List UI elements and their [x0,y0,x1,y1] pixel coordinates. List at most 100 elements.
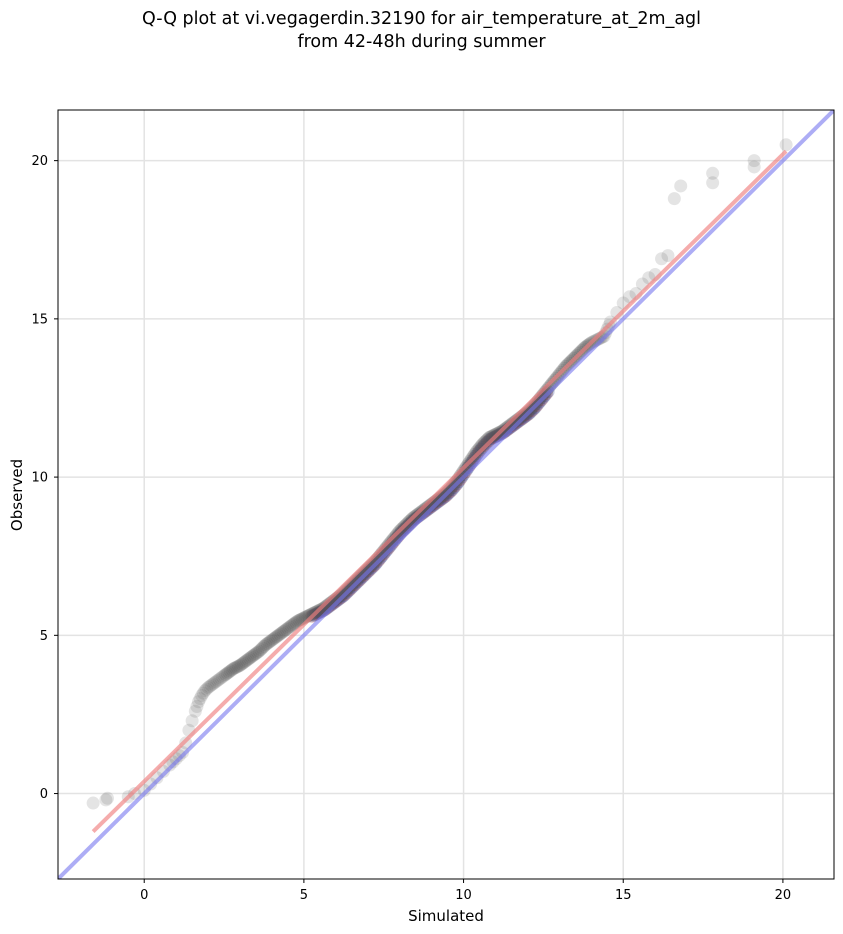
fit-line [91,149,788,833]
x-tick-label: 10 [455,888,472,903]
qq-point [249,647,263,661]
qq-point [278,624,292,638]
qq-point [284,619,298,633]
qq-point [667,192,681,206]
qq-point [225,663,239,677]
qq-point [255,641,269,655]
qq-point [259,638,273,652]
qq-point [273,627,287,641]
identity-line [58,110,834,879]
qq-point [212,672,226,686]
y-tick-label: 15 [31,312,48,327]
plot-frame [57,109,835,880]
qq-point [100,791,114,805]
y-tick-label: 0 [40,787,48,802]
qq-point [487,428,501,442]
qq-point [233,658,247,672]
qq-point [286,618,300,632]
qq-point [674,179,688,193]
qq-point [279,622,293,636]
qq-point [706,166,720,180]
qq-point [469,445,483,459]
grid-layer [58,110,834,879]
qq-point [267,632,281,646]
qq-point [223,664,237,678]
qq-point [188,704,202,718]
qq-point [246,649,260,663]
qq-point [263,634,277,648]
qq-point [203,679,217,693]
qq-point [219,667,233,681]
qq-point [281,621,295,635]
qq-point [204,678,218,692]
qq-point [230,660,244,674]
qq-point [190,700,204,714]
x-tick-label: 0 [140,888,148,903]
qq-point [196,686,210,700]
qq-point [192,695,206,709]
qq-point [244,650,258,664]
qq-point [243,651,257,665]
qq-point [198,684,212,698]
x-tick-label: 20 [775,888,792,903]
qq-point [238,655,252,669]
qq-point [276,625,290,639]
qq-point [275,626,289,640]
qq-point [214,671,228,685]
qq-point [239,654,253,668]
qq-point [195,688,209,702]
qq-point [254,643,268,657]
qq-point [209,675,223,689]
qq-point [779,138,793,152]
qq-point [271,628,285,642]
qq-point [220,666,234,680]
data-layer [58,110,834,879]
y-tick-label: 10 [31,471,48,486]
qq-point [252,644,266,658]
qq-point [206,677,220,691]
qq-point [235,657,249,671]
qq-point [247,648,261,662]
qq-point [241,652,255,666]
qq-point [661,249,675,263]
qq-point [747,160,761,174]
qq-point [747,154,761,168]
y-tick-label: 5 [40,629,48,644]
qq-point [228,661,242,675]
x-tick-label: 15 [615,888,632,903]
qq-point [289,615,303,629]
qq-point [262,635,276,649]
qq-point [215,670,229,684]
qq-point [217,669,231,683]
qq-point [99,793,113,807]
qq-point [211,673,225,687]
qq-point [185,714,199,728]
y-tick-label: 20 [31,154,48,169]
qq-point [227,662,241,676]
qq-point [199,682,213,696]
qq-point [251,645,265,659]
qq-point [260,637,274,651]
qq-point [193,692,207,706]
qq-point [303,608,317,622]
qq-point [287,616,301,630]
qq-point [270,630,284,644]
x-axis-label: Simulated [408,907,484,925]
qq-point [201,681,215,695]
qq-point [231,659,245,673]
qq-point [268,631,282,645]
qq-point [291,614,305,628]
tick-layer: 0 5 10 15 20 0 5 10 15 20 [31,154,791,903]
chart-title: Q-Q plot at vi.vegagerdin.32190 for air_… [141,9,702,52]
qq-point [86,796,100,810]
qq-point [257,639,271,653]
y-axis-label: Observed [8,459,26,531]
qq-point [222,665,236,679]
qq-point [706,176,720,190]
qq-point [236,656,250,670]
qq-point [655,252,669,266]
qq-point [265,633,279,647]
qq-point [207,676,221,690]
x-tick-label: 5 [300,888,308,903]
